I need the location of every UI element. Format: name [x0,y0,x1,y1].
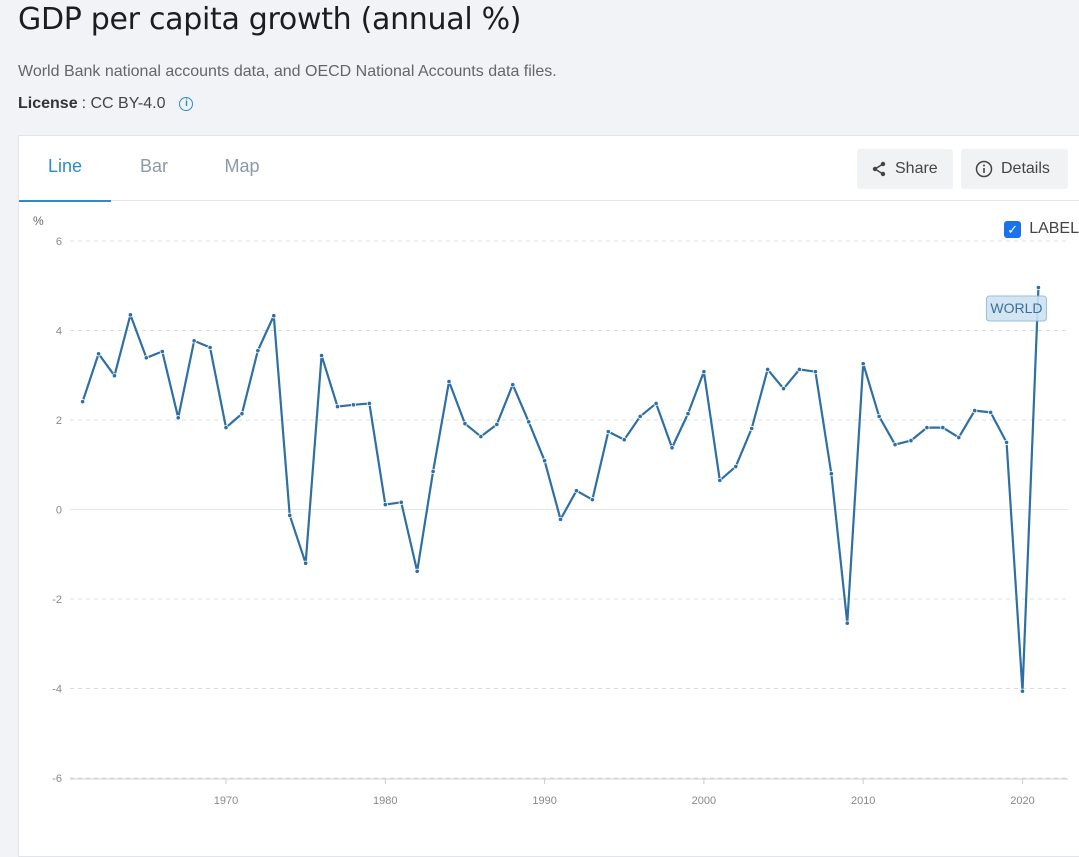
tab-map[interactable]: Map [224,156,260,176]
details-button[interactable]: Details [961,149,1068,189]
tab-line[interactable]: Line [19,136,111,202]
tab-bar: Line Bar Map Share Details [19,136,1079,202]
license-value: : CC BY-4.0 [81,95,166,112]
info-circle-icon [975,160,993,178]
share-icon [872,161,886,177]
info-icon[interactable]: i [179,97,194,111]
share-label: Share [895,160,938,177]
license-label: License [18,95,78,112]
share-button[interactable]: Share [857,149,953,189]
label-toggle[interactable]: ✓ LABEL [1004,220,1079,238]
license: License : CC BY-4.0 i [18,95,194,113]
label-toggle-text: LABEL [1029,220,1079,237]
tab-bar-chart[interactable]: Bar [139,156,168,176]
page-title: GDP per capita growth (annual %) [18,2,522,37]
details-label: Details [1001,160,1050,177]
checkbox-checked-icon[interactable]: ✓ [1004,220,1022,238]
source-text: World Bank national accounts data, and O… [18,63,557,80]
chart-card: Line Bar Map Share Details ✓ LABEL [18,135,1079,857]
